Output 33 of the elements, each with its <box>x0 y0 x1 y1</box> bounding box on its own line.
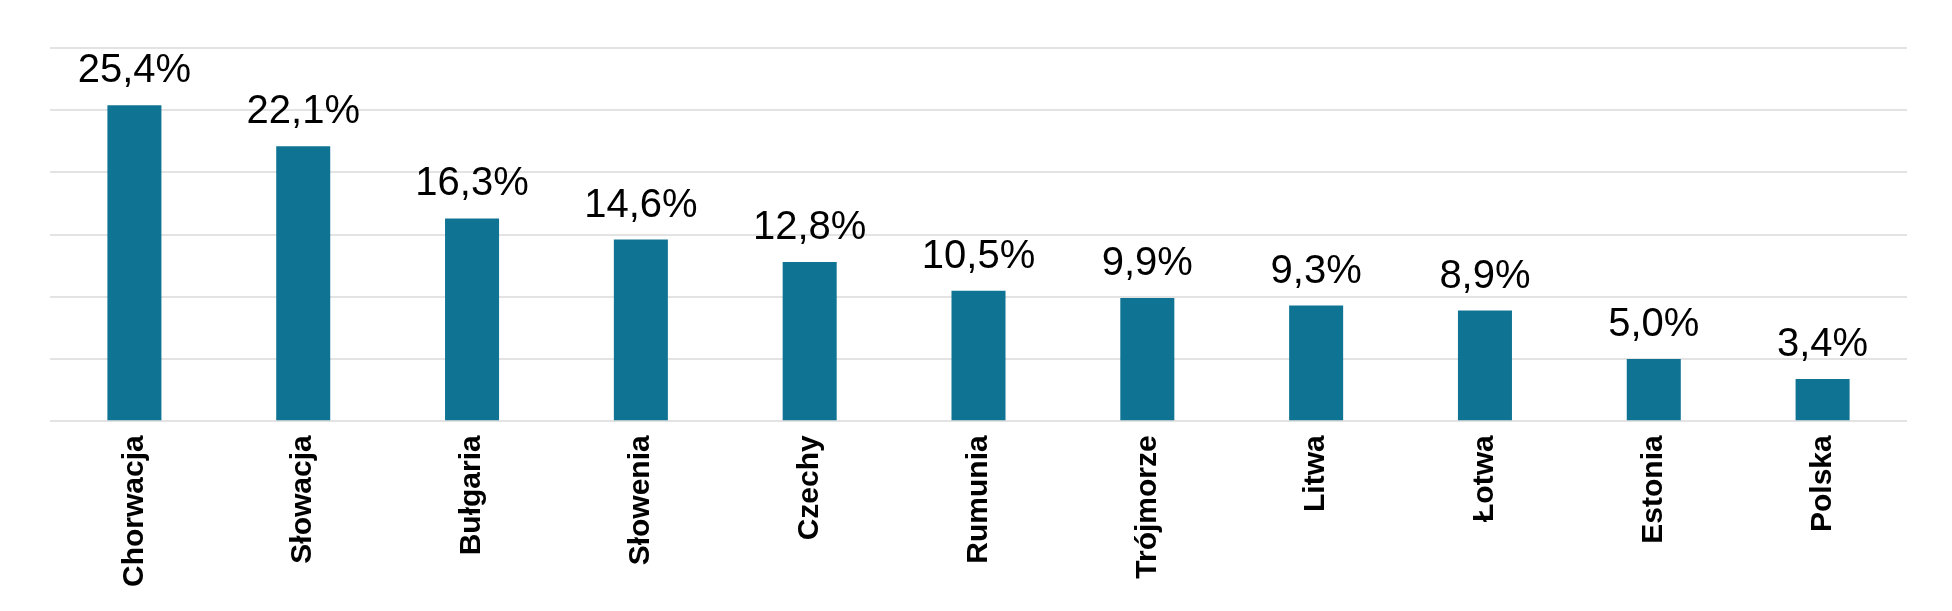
bar <box>613 239 668 421</box>
data-label: 5,0% <box>1608 300 1700 345</box>
bar <box>1795 378 1850 421</box>
x-tick-label: Słowacja <box>284 434 318 564</box>
x-tick-label: Łotwa <box>1466 434 1500 522</box>
x-tick-label: Polska <box>1803 434 1837 533</box>
bar <box>782 262 837 421</box>
x-tick-label: Czechy <box>790 434 824 541</box>
data-label: 22,1% <box>246 87 360 132</box>
data-label: 8,9% <box>1439 251 1531 296</box>
bar <box>1626 359 1681 421</box>
bar <box>1120 298 1175 421</box>
data-label: 25,4% <box>77 46 192 91</box>
x-tick-label: Litwa <box>1297 434 1331 512</box>
data-label: 14,6% <box>584 180 698 225</box>
bar <box>107 105 162 421</box>
data-label: 3,4% <box>1777 320 1869 365</box>
x-tick-label: Bułgaria <box>453 434 487 556</box>
bar <box>445 218 500 421</box>
data-label: 12,8% <box>752 203 867 248</box>
bar <box>1457 310 1512 421</box>
x-tick-label: Słowenia <box>622 434 656 566</box>
data-label: 9,9% <box>1101 239 1193 284</box>
x-tick-label: Chorwacja <box>115 434 149 587</box>
bar <box>1289 305 1344 421</box>
x-tick-label: Rumunia <box>959 434 993 564</box>
x-tick-label: Trójmorze <box>1128 435 1162 579</box>
bar <box>951 290 1006 421</box>
bar <box>276 146 331 421</box>
data-label: 9,3% <box>1270 246 1362 291</box>
x-tick-label: Estonia <box>1635 434 1669 544</box>
data-label: 16,3% <box>415 159 529 204</box>
data-label: 10,5% <box>921 231 1036 276</box>
